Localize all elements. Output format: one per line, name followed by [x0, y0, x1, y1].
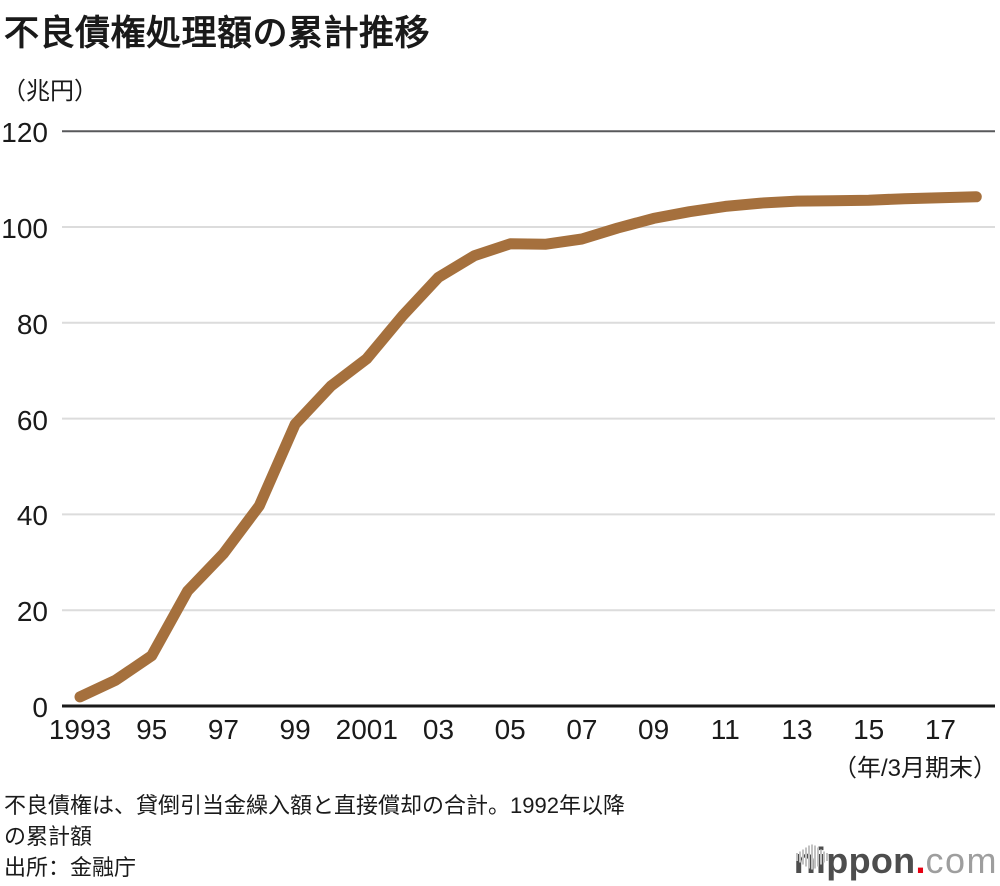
sound-wave-bar	[801, 849, 804, 865]
y-axis-unit-label: （兆円）	[2, 78, 98, 105]
x-tick-label: 2001	[335, 714, 398, 745]
y-tick-label: 120	[1, 117, 48, 149]
x-tick-label: 99	[279, 714, 311, 745]
nippon-com-logo: nippon.com	[794, 841, 998, 881]
x-tick-label: 05	[494, 714, 526, 745]
y-tick-label: 20	[16, 596, 48, 628]
sound-wave-bar	[825, 853, 828, 861]
x-tick-label: 17	[924, 714, 956, 745]
x-tick-label: 03	[422, 714, 455, 745]
sound-wave-bar	[822, 851, 825, 863]
sound-wave-bar	[804, 847, 807, 867]
x-tick-label: 1993	[48, 714, 112, 745]
chart-footnote: 不良債権は、貸倒引当金繰入額と直接償却の合計。1992年以降 の累計額 出所：金…	[4, 790, 625, 883]
logo-dot: .	[915, 840, 926, 881]
footnote-line-1: 不良債権は、貸倒引当金繰入額と直接償却の合計。1992年以降	[4, 793, 625, 818]
y-tick-label: 80	[16, 308, 48, 340]
y-tick-label: 60	[16, 404, 48, 436]
x-tick-label: 07	[566, 714, 598, 745]
x-axis-note: （年/3月期末）	[832, 755, 997, 782]
x-tick-label: 13	[781, 714, 813, 745]
sound-wave-bar	[819, 849, 822, 865]
footnote-line-2: の累計額	[4, 824, 93, 849]
x-tick-label: 97	[207, 714, 239, 745]
sound-wave-bars-icon	[795, 844, 828, 870]
y-tick-label: 0	[32, 692, 48, 723]
y-tick-label: 40	[16, 500, 48, 532]
logo-tld-text: com	[925, 840, 998, 881]
y-tick-label: 100	[1, 213, 48, 244]
sound-wave-bar	[807, 845, 810, 869]
page-title: 不良債権処理額の累計推移	[4, 14, 431, 53]
sound-wave-bar	[798, 851, 801, 863]
data-line-series	[74, 191, 982, 703]
source-credit: 出所：金融庁	[4, 855, 137, 880]
x-tick-label: 95	[136, 714, 168, 745]
x-tick-label: 09	[638, 714, 670, 745]
x-tick-label: 11	[710, 714, 740, 745]
sound-wave-bar	[795, 853, 798, 861]
sound-wave-bar	[810, 844, 813, 870]
sound-wave-bar	[816, 847, 819, 867]
x-tick-label: 15	[853, 714, 885, 745]
sound-wave-bar	[813, 845, 816, 869]
